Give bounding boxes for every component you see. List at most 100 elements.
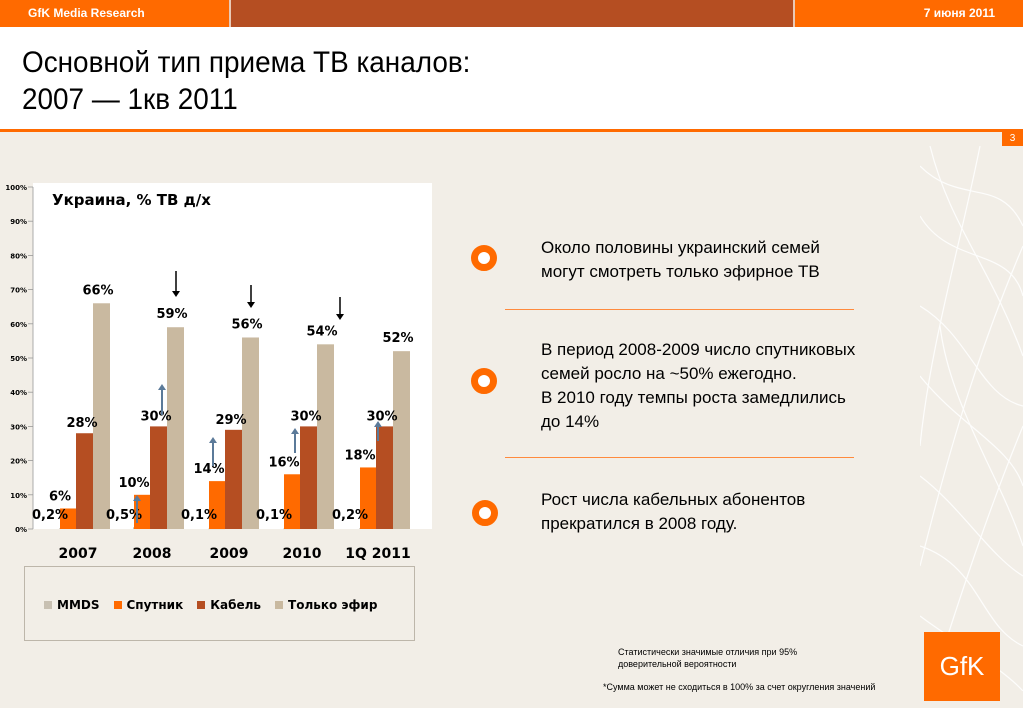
label-cable-1Q 2011: 30% xyxy=(366,409,397,424)
bullet-3-line-1: Рост числа кабельных абонентов xyxy=(541,490,806,509)
title-line-1: Основной тип приема ТВ каналов: xyxy=(22,46,471,79)
label-air-2008: 59% xyxy=(156,307,187,322)
legend-item-Спутник: Спутник xyxy=(113,598,184,612)
bullet-text-3: Рост числа кабельных абонентов прекратил… xyxy=(541,488,805,536)
bar-Только эфир-1Q 2011 xyxy=(393,351,410,529)
page-title: Основной тип приема ТВ каналов: 2007 — 1… xyxy=(22,44,470,118)
bullet-text-2: В период 2008-2009 число спутниковых сем… xyxy=(541,338,855,434)
y-tick-label: 70% xyxy=(10,287,27,295)
y-tick-label: 40% xyxy=(10,389,27,397)
bar-Только эфир-2010 xyxy=(317,344,334,529)
bar-Только эфир-2009 xyxy=(242,337,259,529)
y-tick-label: 50% xyxy=(10,355,27,363)
label-MMDS-2008: 0,5% xyxy=(106,508,142,523)
separator-2 xyxy=(505,457,854,458)
x-label-2009: 2009 xyxy=(210,546,249,562)
label-sputnik-1Q 2011: 18% xyxy=(344,448,375,463)
arrow-down-2010-air-head xyxy=(336,314,344,320)
bullet-2-line-3: В 2010 году темпы роста замедлились xyxy=(541,388,846,407)
brand-label: GfK Media Research xyxy=(0,0,229,27)
label-cable-2009: 29% xyxy=(215,413,246,428)
label-cable-2007: 28% xyxy=(66,416,97,431)
legend-swatch xyxy=(113,601,122,609)
legend-label: MMDS xyxy=(57,598,100,612)
bullet-2-line-2: семей росло на ~50% ежегодно. xyxy=(541,364,797,383)
label-sputnik-2008: 10% xyxy=(118,476,149,491)
label-MMDS-1Q 2011: 0,2% xyxy=(332,508,368,523)
bar-Только эфир-2008 xyxy=(167,327,184,529)
label-sputnik-2007: 6% xyxy=(49,489,71,504)
bar-Спутник-2008 xyxy=(134,494,151,529)
title-line-2: 2007 — 1кв 2011 xyxy=(22,83,238,116)
label-MMDS-2007: 0,2% xyxy=(32,508,68,523)
legend-label: Спутник xyxy=(126,598,184,612)
legend-item-MMDS: MMDS xyxy=(44,598,100,612)
legend-swatch xyxy=(44,601,52,609)
arrow-down-2009-air-head xyxy=(247,302,255,308)
gfk-logo: GfK xyxy=(924,632,1000,701)
separator-1 xyxy=(505,309,854,310)
arrow-up-2010-sputnik-head xyxy=(291,428,299,434)
bar-Кабель-2009 xyxy=(225,429,242,529)
arrow-down-2008-air-head xyxy=(172,291,180,297)
bar-Спутник-2007 xyxy=(60,508,77,529)
x-label-2010: 2010 xyxy=(283,546,322,562)
top-bar-middle xyxy=(229,0,795,27)
bullet-1-line-1: Около половины украинский семей xyxy=(541,238,820,257)
significance-note: Статистически значимые отличия при 95% д… xyxy=(618,647,798,669)
bar-Кабель-2010 xyxy=(300,426,317,529)
label-air-1Q 2011: 52% xyxy=(382,331,413,346)
y-tick-label: 20% xyxy=(10,458,27,466)
legend-box xyxy=(24,566,415,641)
bar-Спутник-2010 xyxy=(284,474,301,529)
label-sputnik-2010: 16% xyxy=(268,455,299,470)
label-MMDS-2010: 0,1% xyxy=(256,508,292,523)
label-sputnik-2009: 14% xyxy=(193,462,224,477)
legend-swatch xyxy=(197,601,206,609)
bar-Кабель-2008 xyxy=(150,426,167,529)
rounding-note: *Сумма может не сходиться в 100% за счет… xyxy=(603,682,876,692)
label-cable-2010: 30% xyxy=(290,409,321,424)
legend-item-Только эфир: Только эфир xyxy=(275,598,377,612)
bar-chart: 0% 10% 20% 30% 40% 50% 60% 70% 80% 90% 100% Украина… xyxy=(5,183,432,562)
chart-legend: MMDS Спутник Кабель Только эфир xyxy=(44,598,391,612)
arrow-up-2008-air-head xyxy=(158,384,166,390)
y-tick-label: 10% xyxy=(10,492,27,500)
top-bar: GfK Media Research 7 июня 2011 xyxy=(0,0,1023,27)
legend-label: Только эфир xyxy=(288,598,378,612)
bullet-3-line-2: прекратился в 2008 году. xyxy=(541,514,738,533)
bullet-marker-1 xyxy=(471,245,497,271)
bullet-2-line-1: В период 2008-2009 число спутниковых xyxy=(541,340,856,359)
bullet-marker-2 xyxy=(471,368,497,394)
y-tick-label: 80% xyxy=(10,252,27,260)
chart-title: Украина, % ТВ д/х xyxy=(52,191,211,209)
bullet-2-line-4: до 14% xyxy=(541,412,600,431)
y-tick-label: 30% xyxy=(10,423,27,431)
label-air-2009: 56% xyxy=(231,317,262,332)
y-tick-label: 0% xyxy=(15,526,27,534)
bar-Только эфир-2007 xyxy=(93,303,110,529)
label-MMDS-2009: 0,1% xyxy=(181,508,217,523)
bar-Кабель-1Q 2011 xyxy=(376,426,393,529)
arrow-up-2009-sputnik-head xyxy=(209,437,217,443)
legend-item-Кабель: Кабель xyxy=(197,598,261,612)
label-air-2007: 66% xyxy=(82,283,113,298)
y-tick-label: 60% xyxy=(10,321,27,329)
arrow-up-2011-cable-head xyxy=(374,421,382,427)
legend-label: Кабель xyxy=(210,598,262,612)
date-label: 7 июня 2011 xyxy=(795,0,1023,27)
bullet-1-line-2: могут смотреть только эфирное ТВ xyxy=(541,262,820,281)
legend-swatch xyxy=(275,601,284,609)
x-label-2008: 2008 xyxy=(133,546,172,562)
page-number: 3 xyxy=(1002,131,1023,146)
header-divider xyxy=(0,129,1023,132)
label-air-2010: 54% xyxy=(306,324,337,339)
label-cable-2008: 30% xyxy=(140,409,171,424)
bullet-marker-3 xyxy=(472,500,498,526)
x-label-2007: 2007 xyxy=(59,546,98,562)
y-tick-label: 100% xyxy=(5,184,27,192)
decorative-lines xyxy=(920,146,1023,691)
bar-Спутник-1Q 2011 xyxy=(360,467,377,529)
bullet-text-1: Около половины украинский семей могут см… xyxy=(541,236,820,284)
bar-Спутник-2009 xyxy=(209,481,226,529)
